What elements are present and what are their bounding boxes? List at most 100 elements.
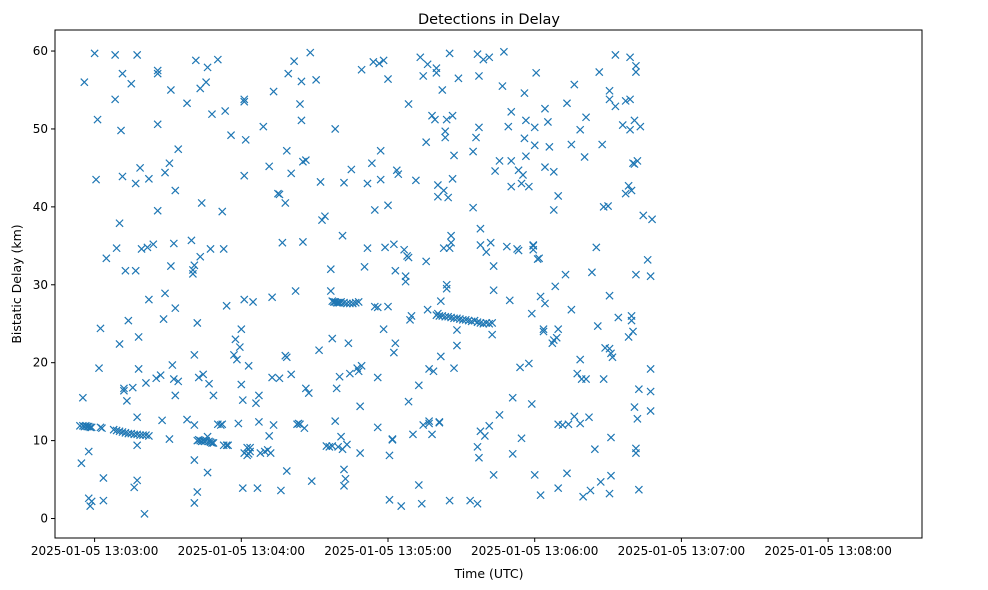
data-point	[422, 138, 431, 147]
y-tick-label: 30	[33, 278, 48, 292]
data-point	[187, 236, 196, 245]
data-point	[136, 431, 145, 440]
data-point	[287, 169, 296, 178]
data-point	[124, 316, 133, 325]
data-point	[394, 170, 403, 179]
data-point	[133, 413, 142, 422]
data-point	[442, 284, 451, 293]
data-point	[417, 499, 426, 508]
data-point	[554, 191, 563, 200]
data-point	[373, 303, 382, 312]
data-point	[171, 186, 180, 195]
data-point	[144, 431, 153, 440]
data-point	[116, 126, 126, 135]
data-point	[253, 484, 262, 493]
data-point	[605, 344, 614, 353]
data-point	[325, 442, 334, 451]
data-point	[130, 483, 139, 492]
data-point	[339, 178, 349, 187]
data-point	[140, 509, 149, 518]
x-tick-label: 2025-01-05 13:08:00	[764, 544, 891, 558]
data-point	[161, 168, 170, 177]
data-point	[373, 373, 382, 382]
data-point	[489, 470, 498, 479]
data-point	[351, 298, 360, 307]
data-point	[99, 496, 108, 505]
data-point	[169, 239, 178, 248]
data-point	[631, 270, 640, 279]
data-point	[153, 69, 162, 78]
data-point	[433, 192, 442, 201]
data-point	[551, 282, 560, 291]
data-point	[419, 421, 428, 430]
data-point	[141, 378, 150, 387]
data-point	[109, 425, 118, 434]
data-point	[576, 355, 585, 364]
data-point	[567, 140, 576, 149]
data-point	[237, 325, 246, 334]
data-point	[370, 302, 379, 311]
data-point	[464, 316, 473, 325]
data-point	[383, 201, 393, 210]
data-point	[469, 147, 478, 156]
data-point	[447, 231, 456, 240]
data-point	[543, 117, 552, 126]
data-point	[442, 280, 451, 289]
data-point	[485, 319, 494, 328]
data-point	[605, 489, 614, 498]
data-point	[438, 85, 447, 95]
data-point	[636, 122, 645, 131]
data-point	[96, 324, 105, 333]
data-point	[259, 122, 268, 131]
data-point	[348, 299, 357, 308]
data-point	[326, 265, 335, 274]
data-point	[646, 364, 655, 373]
data-point	[232, 355, 241, 364]
data-point	[354, 367, 363, 376]
data-point	[118, 172, 127, 181]
data-point	[530, 141, 539, 150]
data-point	[634, 385, 643, 394]
data-point	[165, 435, 174, 444]
data-point	[383, 75, 393, 84]
data-point	[646, 272, 655, 281]
data-point	[278, 238, 287, 247]
data-point	[611, 50, 620, 59]
y-tick-label: 20	[33, 356, 48, 370]
data-point	[488, 330, 497, 339]
data-point	[237, 380, 246, 389]
data-point	[498, 82, 507, 91]
data-point	[119, 384, 128, 393]
data-point	[535, 254, 544, 263]
data-point	[633, 414, 642, 423]
data-point	[159, 315, 168, 324]
data-point	[224, 441, 233, 450]
data-point	[624, 181, 633, 190]
data-point	[90, 49, 99, 58]
data-point	[265, 431, 274, 440]
data-point	[479, 55, 488, 64]
data-point	[254, 391, 263, 400]
data-point	[166, 85, 175, 95]
data-point	[183, 415, 192, 424]
data-point	[231, 335, 240, 344]
data-point	[383, 302, 393, 311]
data-point	[190, 261, 199, 270]
data-point	[536, 292, 545, 301]
data-point	[227, 131, 236, 140]
data-point	[284, 69, 293, 78]
data-point	[268, 373, 277, 382]
data-point	[444, 312, 453, 321]
data-point	[618, 121, 627, 130]
data-point	[265, 162, 274, 171]
data-point	[197, 198, 206, 207]
data-point	[448, 174, 457, 183]
data-point	[254, 417, 263, 426]
data-point	[389, 240, 398, 249]
data-point	[505, 296, 514, 305]
data-point	[205, 379, 214, 388]
data-point	[168, 361, 177, 370]
data-point	[156, 371, 165, 380]
data-point	[244, 361, 253, 370]
data-point	[436, 352, 445, 361]
